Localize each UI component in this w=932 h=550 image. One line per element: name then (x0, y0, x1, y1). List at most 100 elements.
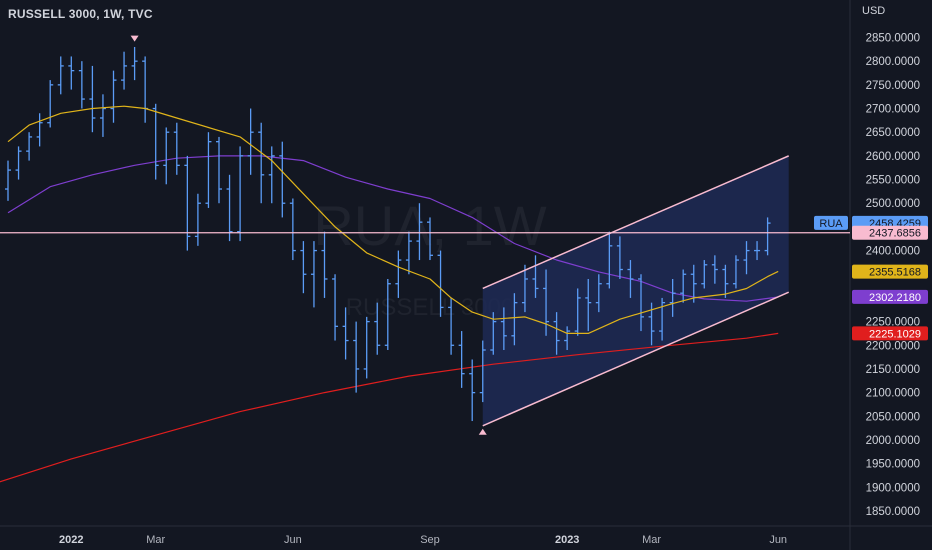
ohlc-bar (163, 127, 170, 185)
moving-average-slow-line (7, 155, 779, 302)
y-axis-tick-label: 2700.0000 (866, 104, 920, 116)
y-axis-tick-label: 1950.0000 (866, 459, 920, 471)
ohlc-bar (384, 278, 391, 351)
ohlc-bar (543, 269, 550, 336)
ohlc-bar (194, 193, 201, 246)
ohlc-bar (606, 231, 613, 289)
symbol-tag-label: RUA (819, 218, 843, 230)
x-axis-tick-label: Jun (769, 534, 787, 546)
ohlc-bar (405, 231, 412, 275)
y-axis-tick-label: 2750.0000 (866, 80, 920, 92)
ohlc-bar (722, 264, 729, 298)
ohlc-bar (574, 288, 581, 336)
ohlc-bar (216, 136, 222, 204)
ohlc-bar (47, 80, 54, 128)
ohlc-bar (321, 231, 328, 298)
ohlc-bar (300, 241, 307, 294)
ohlc-bar (5, 160, 11, 201)
ohlc-bar (437, 250, 444, 317)
y-axis-tick-label: 2800.0000 (866, 56, 920, 68)
ohlc-bar (89, 65, 96, 133)
ohlc-bar (553, 312, 560, 355)
y-axis-tick-label: 2050.0000 (866, 411, 920, 423)
ohlc-bar (585, 278, 592, 332)
ohlc-bar (427, 217, 433, 261)
ohlc-bar (57, 56, 64, 95)
ohlc-bar (511, 293, 518, 346)
ohlc-bar (68, 56, 75, 90)
price-tag-value: 2302.2180 (869, 292, 921, 304)
price-tag-value: 2355.5168 (869, 267, 921, 279)
ohlc-bar (173, 122, 180, 175)
ohlc-bar (289, 198, 296, 261)
ohlc-bar (659, 297, 666, 341)
price-tag (852, 264, 928, 279)
ohlc-bar (532, 255, 539, 298)
ohlc-bar (627, 260, 634, 298)
pivot-low-arrow-icon (478, 428, 487, 435)
y-axis-tick-label: 2200.0000 (866, 340, 920, 352)
x-axis-tick-label: Mar (146, 534, 165, 546)
y-axis-tick-label: 2400.0000 (866, 246, 920, 258)
ohlc-bar (110, 70, 117, 123)
y-axis-tick-label: 2000.0000 (866, 435, 920, 447)
ohlc-bar (754, 241, 761, 261)
currency-label: USD (862, 5, 886, 17)
ohlc-bar (310, 241, 317, 308)
ohlc-bar (78, 61, 85, 109)
y-axis-tick-label: 1900.0000 (866, 482, 920, 494)
ohlc-bar (743, 241, 750, 275)
ohlc-bar (595, 274, 602, 313)
ohlc-bar (458, 331, 465, 388)
ohlc-bar (690, 264, 697, 303)
price-tag (852, 289, 928, 304)
ohlc-bar (732, 255, 739, 289)
price-tag (852, 326, 928, 341)
ohlc-bar (638, 274, 644, 332)
ohlc-bar (395, 250, 402, 298)
ohlc-bar (247, 108, 254, 175)
price-tag-value: 2225.1029 (869, 328, 921, 340)
ohlc-bar (521, 264, 528, 313)
moving-average-fast-line (7, 105, 779, 334)
symbol-tag-badge (814, 215, 848, 230)
ohlc-bar (342, 307, 349, 360)
y-axis-tick-label: 2150.0000 (866, 364, 920, 376)
moving-average-long-line (0, 332, 779, 483)
ohlc-bar (268, 146, 275, 204)
channel-upper-line[interactable] (482, 155, 789, 290)
ohlc-bar (616, 236, 623, 279)
y-axis-tick-label: 2550.0000 (866, 175, 920, 187)
ohlc-bar (36, 113, 43, 147)
x-axis-tick-label: 2023 (555, 534, 579, 546)
x-axis-tick-label: Jun (284, 534, 302, 546)
y-axis-tick-label: 2600.0000 (866, 151, 920, 163)
ohlc-bar (152, 103, 159, 180)
ohlc-bar (564, 326, 571, 351)
ohlc-bar (469, 359, 476, 422)
ohlc-bar (258, 122, 265, 204)
channel-lower-line[interactable] (482, 291, 790, 427)
ohlc-bar (479, 340, 486, 403)
ohlc-bar (279, 141, 286, 218)
ohlc-bar (226, 174, 233, 242)
ohlc-bar (680, 269, 687, 303)
x-axis-tick-label: Mar (642, 534, 661, 546)
chart-title: RUSSELL 3000, 1W, TVC (8, 7, 153, 21)
pivot-high-arrow-icon (130, 35, 139, 42)
ohlc-bar (332, 274, 339, 341)
ohlc-bar (416, 203, 423, 261)
ohlc-bar (184, 155, 191, 251)
y-axis-tick-label: 2100.0000 (866, 388, 920, 400)
ohlc-bar (764, 217, 771, 256)
ohlc-bar (205, 132, 212, 208)
y-axis-tick-label: 2850.0000 (866, 33, 920, 45)
y-axis-tick-label: 2250.0000 (866, 317, 920, 329)
ohlc-bar (500, 307, 507, 351)
ohlc-bar (121, 51, 128, 90)
y-axis-tick-label: 2500.0000 (866, 198, 920, 210)
y-axis-tick-label: 1850.0000 (866, 506, 920, 518)
price-tag-value: 2437.6856 (869, 228, 921, 240)
